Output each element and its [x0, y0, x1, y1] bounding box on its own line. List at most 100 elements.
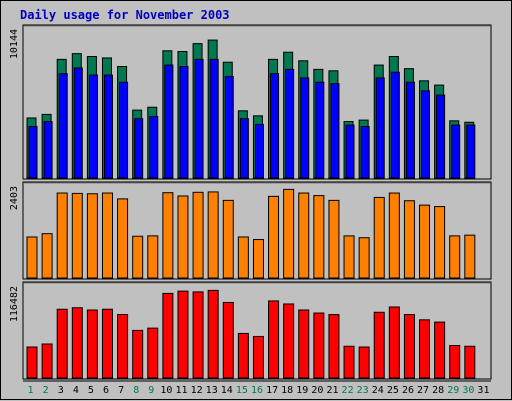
bar-kbytes — [388, 306, 400, 379]
y-max-label: 2403 — [9, 186, 20, 210]
bar-kbytes — [343, 345, 355, 379]
x-tick-label: 4 — [73, 385, 79, 396]
bar-files — [134, 118, 144, 179]
bar-files — [360, 126, 370, 179]
bar-sites — [358, 237, 370, 279]
bar-sites — [268, 195, 280, 279]
bar-sites — [237, 236, 249, 279]
bar-sites — [101, 192, 113, 279]
bar-files — [28, 126, 38, 179]
bar-files — [179, 66, 189, 179]
bar-files — [451, 124, 461, 179]
x-tick-label: 23 — [357, 385, 369, 396]
x-tick-label: 27 — [417, 385, 429, 396]
x-tick-label: 15 — [236, 385, 248, 396]
bar-kbytes — [222, 301, 234, 379]
bar-kbytes — [449, 345, 461, 379]
bar-sites — [434, 206, 446, 279]
bar-sites — [26, 236, 38, 279]
bar-kbytes — [207, 289, 219, 379]
bar-kbytes — [177, 290, 189, 379]
x-tick-label: 9 — [148, 385, 154, 396]
x-tick-label: 19 — [296, 385, 308, 396]
x-tick-label: 10 — [160, 385, 172, 396]
x-tick-label: 3 — [58, 385, 64, 396]
bar-files — [88, 74, 98, 179]
x-tick-label: 1 — [28, 385, 34, 396]
bar-sites — [117, 198, 129, 279]
bar-sites — [207, 191, 219, 279]
bar-sites — [449, 235, 461, 279]
bar-kbytes — [434, 321, 446, 379]
x-tick-label: 20 — [311, 385, 323, 396]
bar-kbytes — [86, 309, 98, 379]
bar-files — [270, 73, 280, 179]
bar-kbytes — [237, 332, 249, 379]
bar-files — [375, 77, 385, 179]
bar-kbytes — [162, 292, 174, 379]
x-tick-label: 22 — [342, 385, 354, 396]
x-tick-label: 24 — [372, 385, 384, 396]
bar-files — [58, 73, 68, 179]
bar-kbytes — [283, 303, 295, 379]
bar-files — [194, 58, 204, 179]
bar-sites — [343, 235, 355, 279]
x-tick-label: 13 — [206, 385, 218, 396]
x-tick-label: 7 — [118, 385, 124, 396]
bar-files — [436, 94, 446, 179]
bar-kbytes — [101, 308, 113, 379]
bar-files — [103, 74, 113, 179]
x-tick-label: 26 — [402, 385, 414, 396]
bar-sites — [192, 191, 204, 279]
bar-files — [466, 124, 476, 179]
bar-kbytes — [373, 311, 385, 379]
bar-kbytes — [403, 314, 415, 379]
bar-kbytes — [328, 314, 340, 379]
bar-sites — [86, 193, 98, 279]
bar-sites — [222, 199, 234, 279]
bar-sites — [177, 195, 189, 279]
x-tick-label: 31 — [477, 385, 489, 396]
y-max-label: 116482 — [9, 286, 20, 322]
bar-sites — [147, 235, 159, 279]
bar-sites — [373, 196, 385, 279]
bar-files — [239, 118, 249, 179]
x-tick-label: 18 — [281, 385, 293, 396]
x-tick-label: 2 — [43, 385, 49, 396]
bar-kbytes — [298, 309, 310, 379]
y-max-label: 10144 — [9, 29, 20, 59]
x-tick-label: 28 — [432, 385, 444, 396]
x-tick-label: 17 — [266, 385, 278, 396]
bar-sites — [298, 192, 310, 279]
bar-files — [224, 76, 234, 179]
bar-files — [73, 67, 83, 179]
bar-sites — [252, 239, 264, 279]
bar-kbytes — [192, 291, 204, 379]
bar-sites — [403, 200, 415, 279]
x-tick-label: 11 — [175, 385, 187, 396]
bar-files — [164, 64, 174, 179]
bar-files — [285, 68, 295, 179]
bar-files — [43, 121, 53, 179]
x-tick-label: 12 — [191, 385, 203, 396]
bar-sites — [41, 233, 53, 279]
bar-sites — [71, 192, 83, 279]
bar-sites — [313, 195, 325, 279]
x-tick-label: 30 — [462, 385, 474, 396]
bar-kbytes — [26, 346, 38, 379]
bar-kbytes — [147, 327, 159, 379]
bar-files — [405, 81, 415, 179]
bar-files — [149, 116, 159, 179]
bar-files — [421, 90, 431, 179]
bar-kbytes — [358, 346, 370, 379]
bar-kbytes — [117, 314, 129, 379]
x-tick-label: 8 — [133, 385, 139, 396]
bar-files — [315, 81, 325, 179]
bar-files — [390, 71, 400, 179]
bar-kbytes — [132, 329, 144, 379]
bar-sites — [56, 192, 68, 279]
bar-sites — [328, 199, 340, 279]
x-tick-label: 14 — [221, 385, 233, 396]
